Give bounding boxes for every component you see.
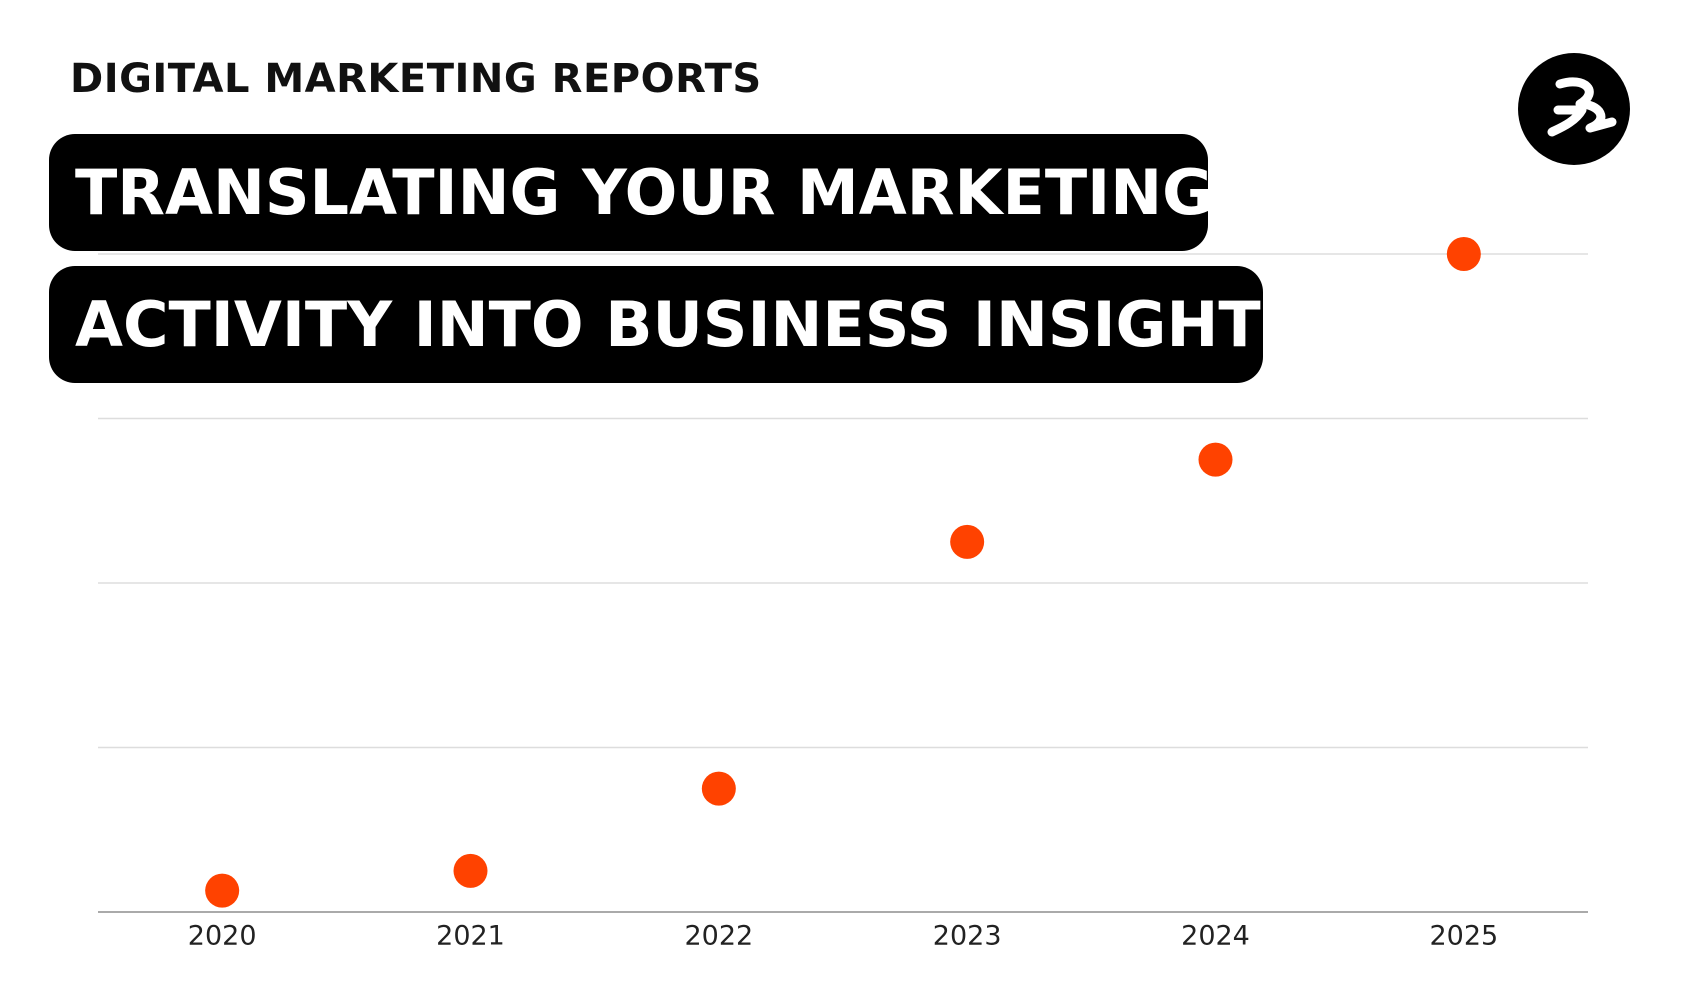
x-tick-label: 2024 bbox=[1181, 921, 1250, 952]
x-tick-label: 2021 bbox=[436, 921, 505, 952]
logo bbox=[1518, 53, 1630, 165]
x-tick-label: 2022 bbox=[684, 921, 753, 952]
title-line: TRANSLATING YOUR MARKETING bbox=[49, 134, 1213, 251]
grid: 2020 2021 2022 2023 2024 2025 bbox=[98, 253, 1588, 952]
title-line: ACTIVITY INTO BUSINESS INSIGHTS bbox=[49, 266, 1305, 383]
x-tick-label: 2020 bbox=[188, 921, 257, 952]
x-tick-label: 2023 bbox=[933, 921, 1002, 952]
supertitle: DIGITAL MARKETING REPORTS bbox=[70, 56, 762, 102]
logo-mark bbox=[1547, 77, 1617, 137]
x-tick-label: 2025 bbox=[1429, 921, 1498, 952]
